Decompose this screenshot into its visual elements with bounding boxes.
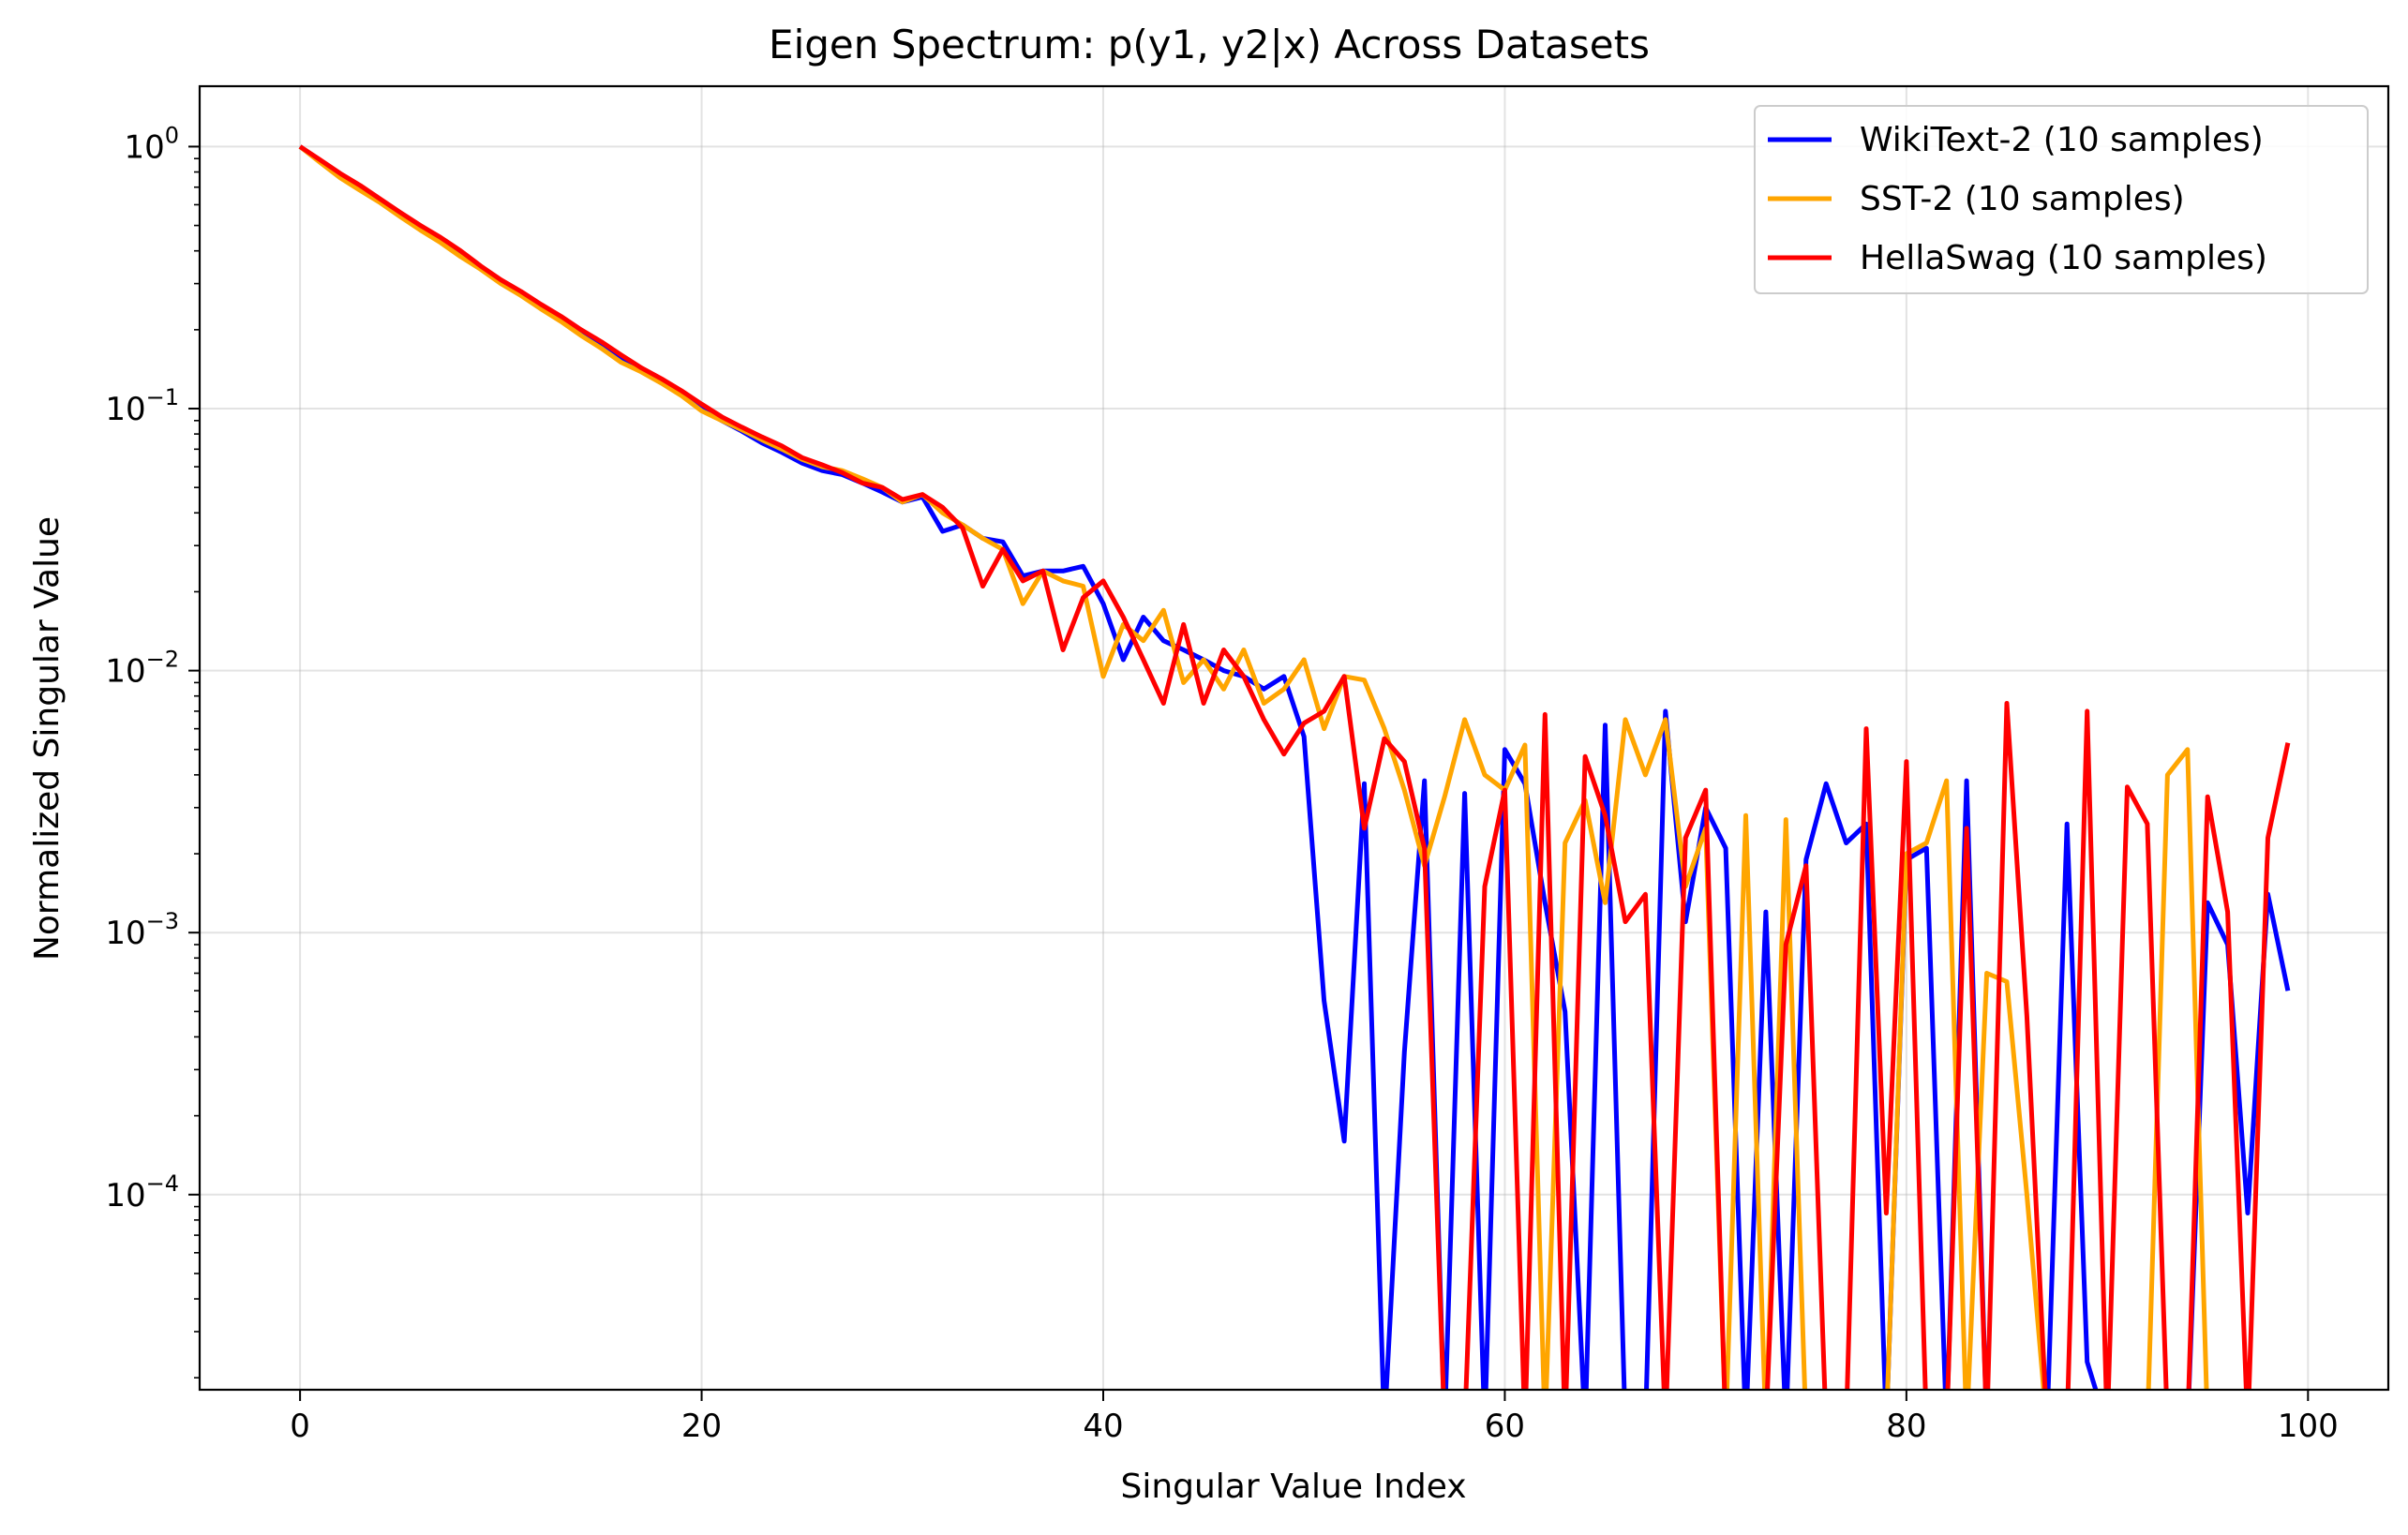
plot-frame <box>198 84 2390 1392</box>
series-line-3 <box>298 144 2291 1390</box>
x-tick-label: 0 <box>290 1408 310 1445</box>
legend-box <box>1754 105 2369 294</box>
y-axis-label: Normalized Singular Value <box>28 516 67 961</box>
axis-layer: 0 20 40 60 80 100 100 10−1 10−2 10−3 10−4 <box>105 122 2338 1445</box>
x-axis-label: Singular Value Index <box>1120 1468 1466 1506</box>
legend-label: SST-2 (10 samples) <box>1860 180 2185 218</box>
x-tick-label: 60 <box>1485 1408 1525 1445</box>
x-tick-label: 100 <box>2278 1408 2339 1445</box>
y-tick-label: 10−3 <box>105 908 179 952</box>
x-tick-label: 40 <box>1083 1408 1123 1445</box>
legend-label: WikiText-2 (10 samples) <box>1860 121 2264 159</box>
x-tick-label: 80 <box>1886 1408 1926 1445</box>
legend-label: HellaSwag (10 samples) <box>1860 239 2267 277</box>
x-tick-label: 20 <box>681 1408 722 1445</box>
y-tick-label: 10−1 <box>105 384 179 428</box>
legend: WikiText-2 (10 samples) SST-2 (10 samples… <box>1754 105 2369 294</box>
y-tick-label: 100 <box>124 122 179 166</box>
y-tick-label: 10−4 <box>105 1170 179 1215</box>
series-layer <box>298 144 2291 1390</box>
y-tick-label: 10−2 <box>105 647 179 691</box>
chart-title: Eigen Spectrum: p(y1, y2|x) Across Datas… <box>769 22 1650 67</box>
